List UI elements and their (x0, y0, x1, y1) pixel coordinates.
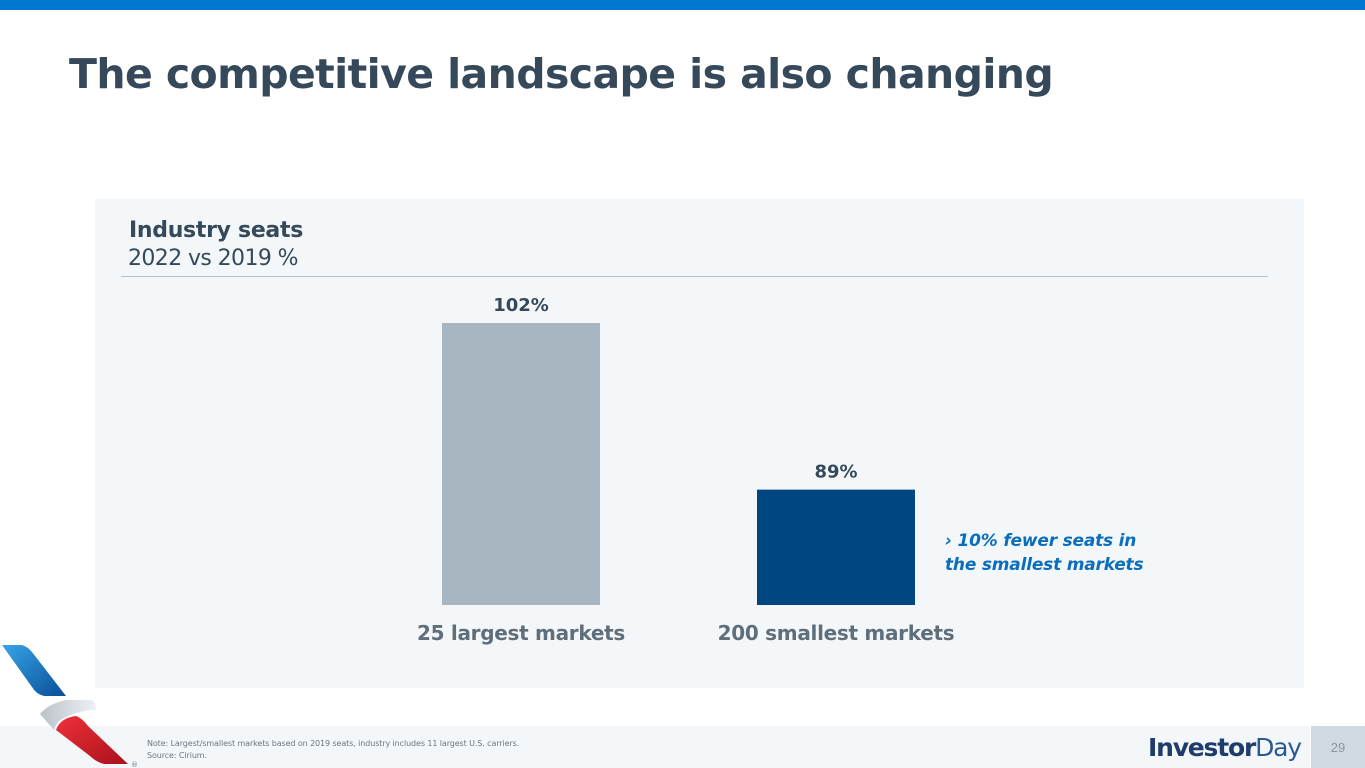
annotation-line: › 10% fewer seats in (945, 531, 1137, 551)
logo-red-stripe (56, 716, 128, 764)
slide-title: The competitive landscape is also changi… (69, 50, 1054, 98)
chart-panel (95, 199, 1304, 688)
bar-1 (442, 323, 600, 605)
logo-blue-stripe (2, 645, 66, 696)
registered-mark: ® (131, 761, 138, 768)
chart-annotation: › 10% fewer seats in the smallest market… (945, 529, 1144, 577)
category-label: 200 smallest markets (718, 621, 955, 645)
chart-header-divider (121, 276, 1268, 277)
category-label: 25 largest markets (417, 621, 625, 645)
footer-bar (0, 726, 1310, 768)
investor-day-logo: InvestorDay (1148, 733, 1302, 762)
chart-title: Industry seats (129, 218, 303, 243)
footnote: Note: Largest/smallest markets based on … (147, 738, 519, 762)
brand-word-investor: Investor (1148, 733, 1256, 762)
chart-subtitle: 2022 vs 2019 % (128, 246, 299, 271)
bar-value-label: 102% (493, 295, 549, 316)
bar-value-label: 89% (814, 462, 857, 483)
logo-silver-stripe (40, 700, 96, 730)
footnote-source: Source: Cirium. (147, 751, 207, 760)
bar-2 (757, 489, 915, 605)
top-accent-bar (0, 0, 1365, 10)
footnote-note: Note: Largest/smallest markets based on … (147, 739, 520, 748)
brand-word-day: Day (1255, 733, 1302, 762)
annotation-line: the smallest markets (945, 555, 1144, 575)
page-number-box: 29 (1311, 726, 1365, 768)
page-number: 29 (1330, 740, 1346, 755)
airline-flight-symbol-icon: ® (2, 645, 138, 768)
